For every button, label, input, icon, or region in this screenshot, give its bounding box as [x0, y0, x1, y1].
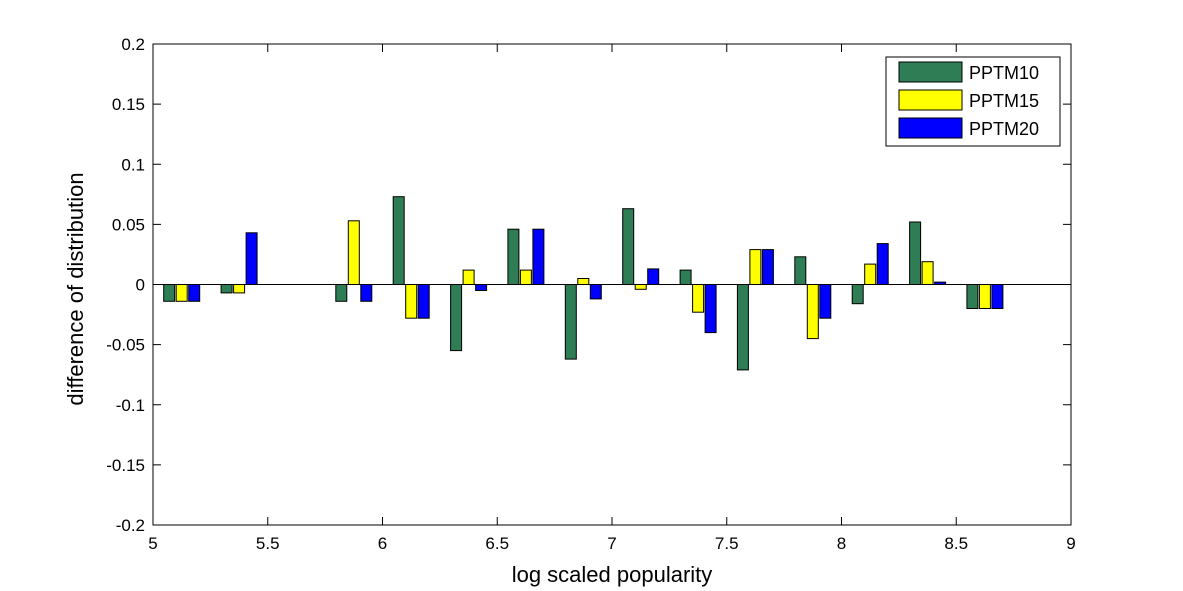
x-tick-label: 5.5: [256, 534, 280, 553]
bar-pptm10-7: [564, 284, 577, 360]
y-tick-label: 0: [136, 276, 145, 295]
bar-pptm15-4: [405, 284, 418, 319]
bar-pptm20-12: [876, 243, 889, 286]
bar-pptm20-14: [991, 284, 1004, 309]
y-tick-label: 0.1: [121, 155, 145, 174]
bar-pptm20-8: [647, 268, 660, 285]
bar-pptm10-0: [163, 284, 176, 302]
bar-pptm20-10: [761, 249, 774, 286]
legend-label-pptm15: PPTM15: [969, 91, 1039, 111]
bar-pptm20-0: [188, 284, 201, 302]
y-tick-label: 0.05: [112, 215, 145, 234]
x-tick-label: 7.5: [715, 534, 739, 553]
bar-pptm10-8: [622, 208, 635, 285]
legend-label-pptm20: PPTM20: [969, 119, 1039, 139]
bar-pptm10-4: [392, 196, 405, 285]
legend-swatch-pptm20: [898, 117, 963, 139]
bar-pptm15-12: [864, 263, 877, 286]
bar-pptm10-12: [851, 284, 864, 305]
bar-pptm15-7: [577, 278, 590, 285]
x-tick-label: 8: [837, 534, 846, 553]
bar-pptm20-1: [245, 232, 258, 286]
y-axis-ticks: -0.2 -0.15 -0.1 -0.05 0 0.05 0.1 0.15 0.2: [106, 35, 1071, 535]
x-tick-label: 5: [148, 534, 157, 553]
legend-label-pptm10: PPTM10: [969, 63, 1039, 83]
x-axis-label: log scaled popularity: [512, 562, 713, 587]
x-tick-label: 7: [607, 534, 616, 553]
bar-pptm15-10: [749, 249, 762, 286]
y-tick-label: 0.15: [112, 95, 145, 114]
bar-pptm15-0: [175, 284, 188, 302]
x-tick-label: 6: [378, 534, 387, 553]
y-axis-label: difference of distribution: [63, 172, 88, 405]
bar-pptm15-11: [806, 284, 819, 340]
x-axis-ticks: 5 5.5 6 6.5 7 7.5 8 8.5 9: [148, 44, 1076, 553]
bar-pptm10-13: [909, 221, 922, 285]
bar-pptm15-1: [233, 284, 246, 294]
bar-pptm20-5: [475, 284, 488, 291]
bar-pptm15-9: [692, 284, 705, 313]
y-tick-label: -0.2: [116, 516, 145, 535]
bar-pptm10-14: [966, 284, 979, 309]
legend-swatch-pptm10: [898, 61, 963, 83]
bar-pptm15-5: [462, 269, 475, 286]
bar-pptm20-4: [417, 284, 430, 319]
x-tick-label: 9: [1066, 534, 1075, 553]
y-tick-label: 0.2: [121, 35, 145, 54]
y-tick-label: -0.1: [116, 396, 145, 415]
bar-pptm20-11: [819, 284, 832, 319]
bars-group: [163, 196, 1004, 371]
legend-swatch-pptm15: [898, 89, 963, 111]
bar-pptm15-14: [978, 284, 991, 309]
bar-pptm10-5: [450, 284, 463, 352]
bar-pptm15-8: [634, 284, 647, 290]
x-tick-label: 8.5: [944, 534, 968, 553]
y-tick-label: -0.15: [106, 456, 145, 475]
bar-pptm15-6: [519, 269, 532, 286]
bar-pptm15-13: [921, 261, 934, 286]
bar-pptm20-9: [704, 284, 717, 334]
bar-pptm10-3: [335, 284, 348, 302]
y-tick-label: -0.05: [106, 336, 145, 355]
bar-pptm20-3: [360, 284, 373, 302]
bar-pptm15-3: [347, 220, 360, 286]
legend: PPTM10 PPTM15 PPTM20: [885, 56, 1061, 147]
bar-pptm10-1: [220, 284, 233, 294]
bar-pptm10-10: [736, 284, 749, 371]
bar-pptm10-11: [794, 256, 807, 285]
bar-pptm10-9: [679, 269, 692, 286]
bar-pptm10-6: [507, 228, 520, 285]
bar-pptm20-6: [532, 228, 545, 285]
bar-pptm20-7: [589, 284, 602, 300]
x-tick-label: 6.5: [485, 534, 509, 553]
